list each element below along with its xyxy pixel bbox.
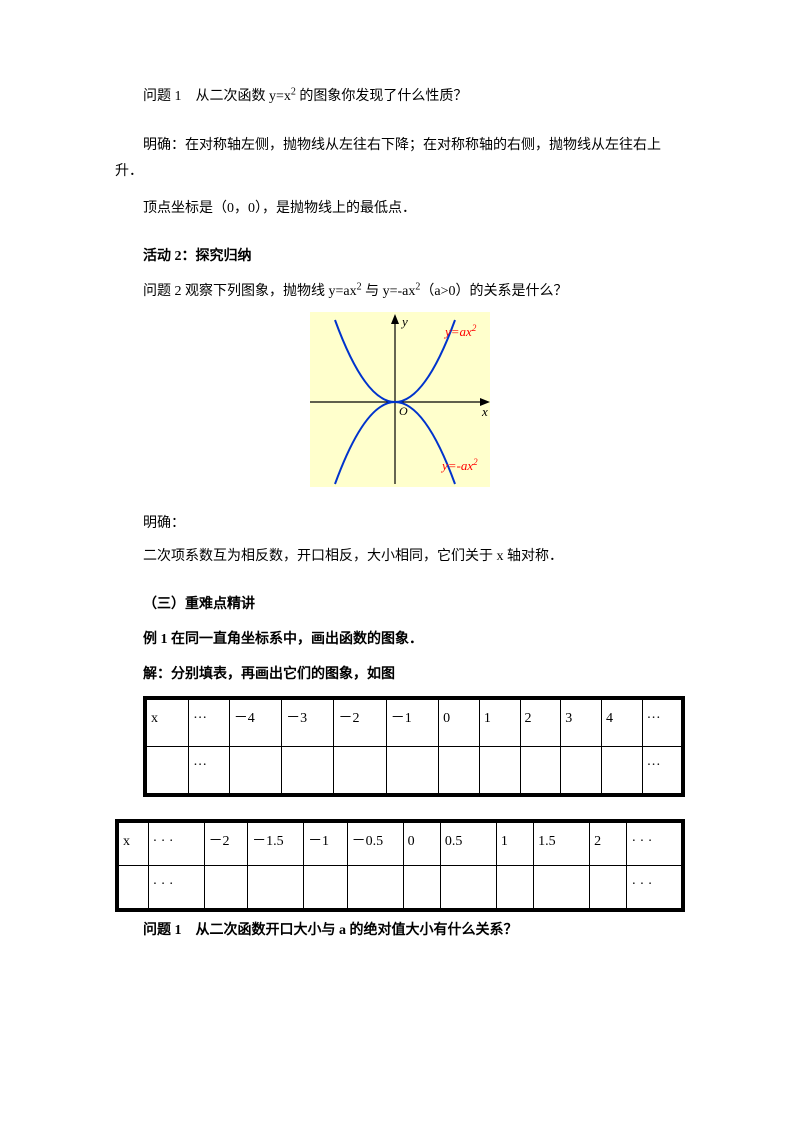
y-axis-label: y bbox=[400, 314, 408, 329]
x-axis-label: x bbox=[481, 404, 488, 419]
table-2-wrap: x· · ·－2－1.5－1－0.500.511.52· · · · · ·· … bbox=[115, 819, 685, 912]
table-cell bbox=[561, 747, 602, 796]
answer-2b: 二次项系数互为相反数，开口相反，大小相同，它们关于 x 轴对称． bbox=[115, 544, 685, 571]
table-cell bbox=[334, 747, 386, 796]
table-cell: x bbox=[117, 821, 148, 866]
table-cell: 3 bbox=[561, 698, 602, 747]
table-row: x···－4－3－2－101234··· bbox=[145, 698, 683, 747]
answer-2a: 明确： bbox=[115, 511, 685, 538]
table-cell: －3 bbox=[282, 698, 334, 747]
table-cell: 1 bbox=[496, 821, 533, 866]
table-cell: · · · bbox=[627, 866, 683, 911]
table-cell: －1.5 bbox=[248, 821, 304, 866]
answer-1c: 顶点坐标是（0，0），是抛物线上的最低点． bbox=[115, 196, 685, 223]
q1-text-b: 的图象你发现了什么性质？ bbox=[296, 89, 468, 104]
q2-c: （a>0）的关系是什么？ bbox=[420, 284, 567, 299]
question-2: 问题 2 观察下列图象，抛物线 y=ax2 与 y=-ax2（a>0）的关系是什… bbox=[115, 279, 685, 306]
question-3: 问题 1 从二次函数开口大小与 a 的绝对值大小有什么关系？ bbox=[115, 918, 685, 945]
table-cell: 0.5 bbox=[440, 821, 496, 866]
table-cell bbox=[403, 866, 440, 911]
q1-text-a: 问题 1 从二次函数 y=x bbox=[143, 89, 291, 104]
table-row: ··· ··· bbox=[145, 747, 683, 796]
table-cell bbox=[386, 747, 438, 796]
down-label: y=-ax2 bbox=[440, 457, 478, 473]
answer-1b: 升． bbox=[115, 159, 685, 186]
answer-1a: 明确：在对称轴左侧，抛物线从左往右下降；在对称称轴的右侧，抛物线从左往右上 bbox=[115, 133, 685, 160]
parabola-graph: y x O y=ax2 y=-ax2 bbox=[115, 312, 685, 498]
table-cell bbox=[229, 747, 281, 796]
table-1-wrap: x···－4－3－2－101234··· ······ bbox=[115, 696, 685, 797]
table-cell bbox=[304, 866, 348, 911]
table-1: x···－4－3－2－101234··· ······ bbox=[143, 696, 685, 797]
table-cell: －1 bbox=[304, 821, 348, 866]
table-cell: ··· bbox=[189, 698, 230, 747]
table-cell bbox=[440, 866, 496, 911]
table-cell: －2 bbox=[204, 821, 248, 866]
table-cell bbox=[601, 747, 642, 796]
table-cell: · · · bbox=[148, 866, 204, 911]
q2-b: 与 y=-ax bbox=[362, 284, 416, 299]
table-cell: 1.5 bbox=[534, 821, 590, 866]
table-cell: 2 bbox=[520, 698, 561, 747]
origin-label: O bbox=[399, 404, 408, 418]
table-cell: 1 bbox=[479, 698, 520, 747]
table-cell: · · · bbox=[148, 821, 204, 866]
table-cell bbox=[282, 747, 334, 796]
table-cell: －2 bbox=[334, 698, 386, 747]
example-1: 例 1 在同一直角坐标系中，画出函数的图象． bbox=[115, 627, 685, 654]
document-page: 问题 1 从二次函数 y=x2 的图象你发现了什么性质？ 明确：在对称轴左侧，抛… bbox=[0, 0, 800, 985]
table-cell bbox=[248, 866, 304, 911]
section-3-heading: （三）重难点精讲 bbox=[115, 592, 685, 619]
table-cell: －4 bbox=[229, 698, 281, 747]
table-2: x· · ·－2－1.5－1－0.500.511.52· · · · · ·· … bbox=[115, 819, 685, 912]
table-cell: －0.5 bbox=[347, 821, 403, 866]
table-cell: · · · bbox=[627, 821, 683, 866]
table-cell: －1 bbox=[386, 698, 438, 747]
table-cell bbox=[204, 866, 248, 911]
table-cell bbox=[117, 866, 148, 911]
table-cell: 4 bbox=[601, 698, 642, 747]
question-1: 问题 1 从二次函数 y=x2 的图象你发现了什么性质？ bbox=[115, 84, 685, 111]
table-row: x· · ·－2－1.5－1－0.500.511.52· · · bbox=[117, 821, 683, 866]
table-cell: x bbox=[145, 698, 189, 747]
table-cell bbox=[479, 747, 520, 796]
q2-a: 问题 2 观察下列图象，抛物线 y=ax bbox=[143, 284, 357, 299]
up-label: y=ax2 bbox=[443, 323, 477, 339]
table-cell: 0 bbox=[439, 698, 480, 747]
solution-1: 解：分别填表，再画出它们的图象，如图 bbox=[115, 662, 685, 689]
table-cell bbox=[590, 866, 627, 911]
table-cell bbox=[145, 747, 189, 796]
graph-svg: y x O y=ax2 y=-ax2 bbox=[290, 312, 510, 487]
table-cell: ··· bbox=[189, 747, 230, 796]
activity-2-heading: 活动 2：探究归纳 bbox=[115, 244, 685, 271]
table-cell bbox=[520, 747, 561, 796]
table-cell bbox=[496, 866, 533, 911]
table-cell bbox=[439, 747, 480, 796]
table-cell: 0 bbox=[403, 821, 440, 866]
table-cell bbox=[347, 866, 403, 911]
table-cell: 2 bbox=[590, 821, 627, 866]
table-cell: ··· bbox=[642, 747, 683, 796]
table-cell: ··· bbox=[642, 698, 683, 747]
table-cell bbox=[534, 866, 590, 911]
table-row: · · · · · · bbox=[117, 866, 683, 911]
